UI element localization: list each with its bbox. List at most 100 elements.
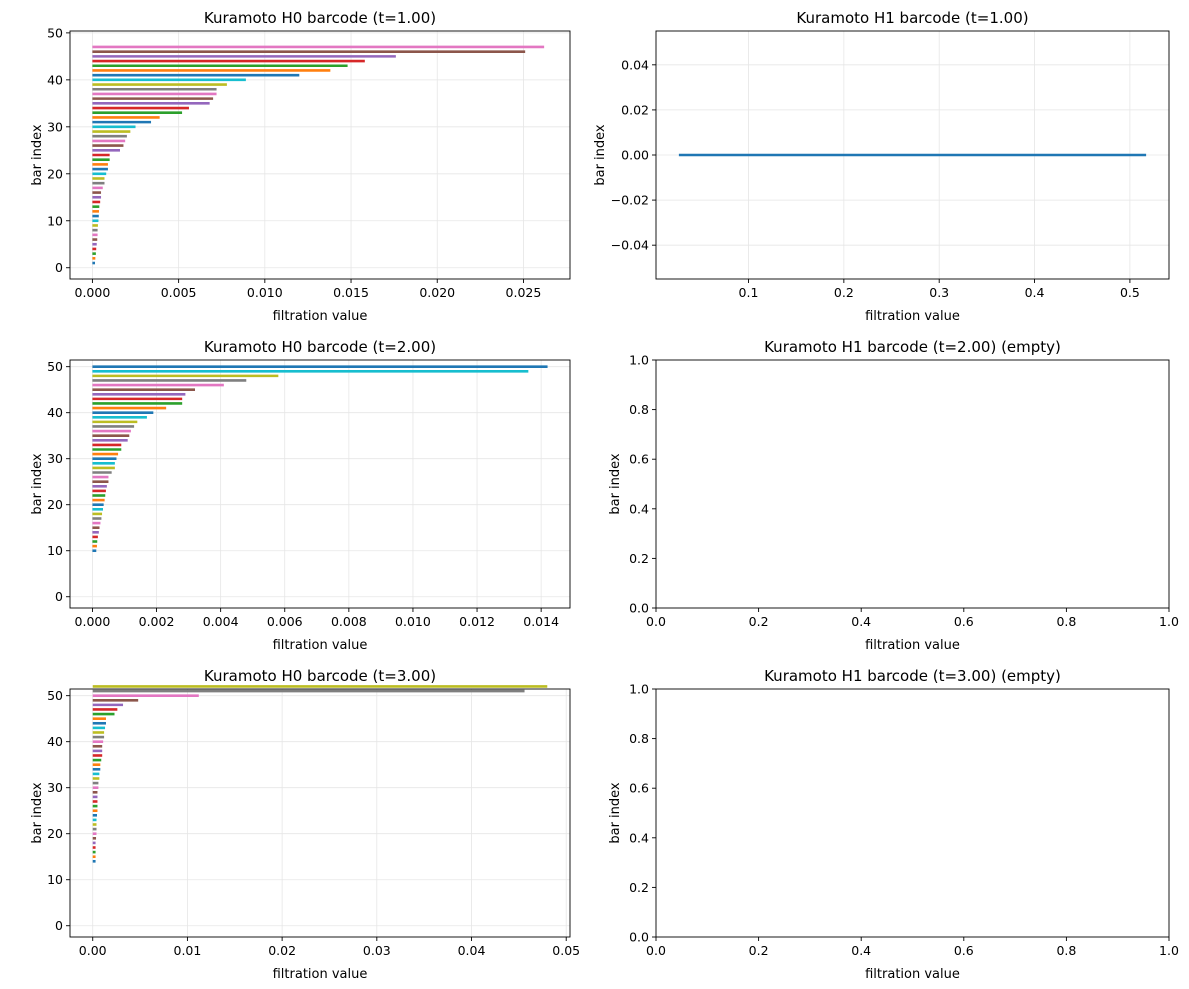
axes-frame [655, 359, 1170, 609]
x-tick-label: 0.5 [1120, 285, 1140, 300]
y-tick-label: 0.2 [629, 551, 649, 566]
y-tick-label: 0.8 [629, 402, 649, 417]
x-axis-label: filtration value [273, 638, 368, 653]
x-tick-label: 0.03 [363, 943, 391, 958]
y-tick-label: 50 [47, 359, 63, 374]
y-tick-label: 0.6 [629, 781, 649, 796]
x-tick-label: 0.4 [851, 614, 871, 629]
y-tick-label: 0.4 [629, 830, 649, 845]
x-tick-label: 0.2 [834, 285, 854, 300]
y-tick-label: 40 [47, 734, 63, 749]
y-tick-label: 0 [55, 918, 63, 933]
x-axis-label: filtration value [273, 967, 368, 982]
subplot-h1_t3: 0.0 0.2 0.4 0.6 0.8 1.0 0.0 0.2 0.4 0.6 0.8 1.0 Kura… [608, 667, 1179, 982]
x-tick-label: 0.000 [75, 285, 111, 300]
x-tick-label: 0.004 [203, 614, 239, 629]
y-tick-label: 0.04 [621, 57, 649, 72]
y-tick-label: 0.6 [629, 452, 649, 467]
y-tick-label: 0.8 [629, 731, 649, 746]
x-tick-label: 0.02 [268, 943, 296, 958]
y-tick-label: 0.4 [629, 501, 649, 516]
x-tick-label: 0.0 [646, 943, 666, 958]
x-tick-label: 0.015 [333, 285, 369, 300]
chart-title: Kuramoto H0 barcode (t=2.00) [204, 338, 436, 356]
x-tick-label: 0.012 [459, 614, 495, 629]
axes-frame [69, 30, 571, 280]
x-axis-label: filtration value [865, 638, 960, 653]
x-tick-label: 0.6 [954, 614, 974, 629]
y-tick-label: 0.2 [629, 880, 649, 895]
subplot-h1_t1: 0.1 0.2 0.3 0.4 0.5 −0.04 −0.02 0.00 0.02 0.04 Kur… [593, 9, 1170, 324]
subplot-h0_t2: 0.000 0.002 0.004 0.006 0.008 0.010 0.012 0.014… [30, 338, 571, 653]
y-tick-label: −0.04 [611, 238, 649, 253]
x-tick-label: 0.8 [1056, 614, 1076, 629]
subplot-h1_t2: 0.0 0.2 0.4 0.6 0.8 1.0 0.0 0.2 0.4 0.6 0.8 1.0 Kura… [608, 338, 1179, 653]
axes-frame [69, 688, 571, 938]
subplot-h0_t3: 0.00 0.01 0.02 0.03 0.04 0.05 0 10 20 30 40 50 Kuram… [30, 667, 580, 982]
x-tick-label: 0.005 [161, 285, 197, 300]
chart-title: Kuramoto H1 barcode (t=1.00) [796, 9, 1028, 27]
x-tick-label: 0.006 [267, 614, 303, 629]
y-tick-label: 10 [47, 213, 63, 228]
y-tick-label: 30 [47, 119, 63, 134]
x-tick-label: 0.2 [749, 614, 769, 629]
axes-frame [69, 359, 571, 609]
y-tick-label: −0.02 [611, 193, 649, 208]
x-axis-label: filtration value [865, 309, 960, 324]
axes-frame [655, 688, 1170, 938]
y-tick-label: 30 [47, 451, 63, 466]
y-tick-label: 0.0 [629, 930, 649, 945]
y-tick-label: 40 [47, 72, 63, 87]
y-tick-label: 1.0 [629, 682, 649, 697]
y-axis-label: bar index [30, 124, 45, 186]
x-tick-label: 0.020 [419, 285, 455, 300]
chart-title: Kuramoto H1 barcode (t=3.00) (empty) [764, 667, 1061, 685]
x-tick-label: 0.05 [552, 943, 580, 958]
x-tick-label: 0.0 [646, 614, 666, 629]
y-tick-label: 20 [47, 166, 63, 181]
chart-title: Kuramoto H1 barcode (t=2.00) (empty) [764, 338, 1061, 356]
y-tick-label: 0.02 [621, 102, 649, 117]
y-axis-label: bar index [593, 124, 608, 186]
x-tick-label: 0.000 [75, 614, 111, 629]
y-tick-label: 50 [47, 688, 63, 703]
x-tick-label: 0.025 [506, 285, 542, 300]
y-axis-label: bar index [608, 782, 623, 844]
x-tick-label: 0.2 [749, 943, 769, 958]
y-tick-label: 0 [55, 589, 63, 604]
x-axis-label: filtration value [273, 309, 368, 324]
x-tick-label: 0.01 [174, 943, 202, 958]
y-tick-label: 0.0 [629, 601, 649, 616]
y-axis-label: bar index [30, 782, 45, 844]
y-axis-label: bar index [30, 453, 45, 515]
chart-title: Kuramoto H0 barcode (t=1.00) [204, 9, 436, 27]
y-tick-label: 10 [47, 543, 63, 558]
subplot-h0_t1: 0.000 0.005 0.010 0.015 0.020 0.025 0 10 20 30 40 5… [30, 9, 571, 324]
y-tick-label: 40 [47, 405, 63, 420]
x-tick-label: 0.1 [739, 285, 759, 300]
x-tick-label: 0.8 [1056, 943, 1076, 958]
y-tick-label: 20 [47, 826, 63, 841]
x-tick-label: 0.4 [851, 943, 871, 958]
x-tick-label: 0.04 [458, 943, 486, 958]
y-tick-label: 20 [47, 497, 63, 512]
y-tick-label: 50 [47, 25, 63, 40]
x-tick-label: 0.010 [247, 285, 283, 300]
x-tick-label: 0.4 [1025, 285, 1045, 300]
x-tick-label: 0.002 [139, 614, 175, 629]
x-tick-label: 0.010 [395, 614, 431, 629]
x-tick-label: 0.6 [954, 943, 974, 958]
y-tick-label: 0.00 [621, 148, 649, 163]
y-tick-label: 0 [55, 260, 63, 275]
x-axis-label: filtration value [865, 967, 960, 982]
x-tick-label: 0.00 [79, 943, 107, 958]
x-tick-label: 0.008 [331, 614, 367, 629]
chart-title: Kuramoto H0 barcode (t=3.00) [204, 667, 436, 685]
x-tick-label: 1.0 [1159, 943, 1179, 958]
x-tick-label: 1.0 [1159, 614, 1179, 629]
y-axis-label: bar index [608, 453, 623, 515]
y-tick-label: 1.0 [629, 353, 649, 368]
y-tick-label: 10 [47, 872, 63, 887]
x-tick-label: 0.3 [929, 285, 949, 300]
